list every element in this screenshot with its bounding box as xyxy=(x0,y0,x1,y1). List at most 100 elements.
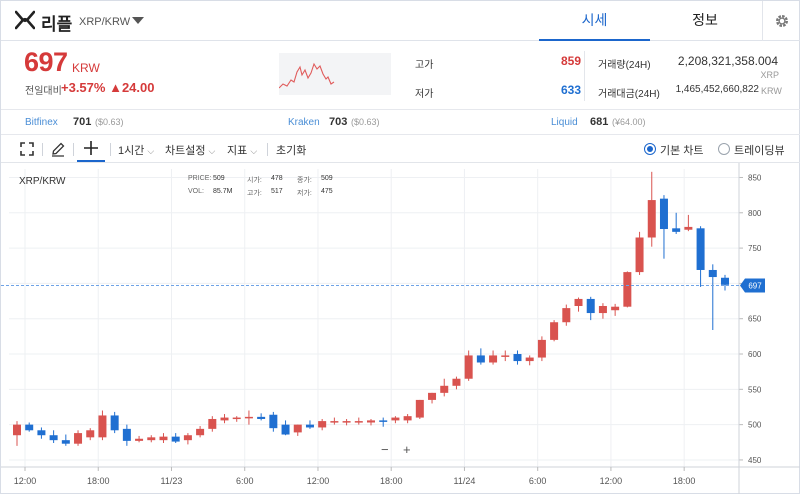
volume-label: 거래량(24H) xyxy=(598,60,651,71)
tab-info[interactable]: 정보 xyxy=(692,12,718,28)
candle-body xyxy=(367,420,375,423)
candle-body xyxy=(464,355,473,379)
y-tick-label: 500 xyxy=(748,421,762,430)
interval-dropdown[interactable]: 1시간 ⌵ xyxy=(118,142,154,158)
fullscreen-icon[interactable] xyxy=(19,141,35,157)
coin-selector-chevron-down-icon[interactable] xyxy=(132,17,144,24)
candle-body xyxy=(415,399,424,418)
zoom-in-button[interactable]: + xyxy=(403,442,411,457)
candle-body xyxy=(13,424,21,436)
toolbar-divider xyxy=(267,143,268,156)
candle-body xyxy=(196,428,205,436)
y-tick-label: 550 xyxy=(748,385,762,394)
ohlc-close-label: 종가: xyxy=(297,177,312,184)
amount-value: 1,465,452,660,822 xyxy=(675,84,759,95)
chart-settings-label: 차트설정 xyxy=(165,145,206,157)
settings-button[interactable] xyxy=(762,1,800,41)
candle-body xyxy=(635,237,644,273)
exchange-name-bitfinex[interactable]: Bitfinex xyxy=(25,117,58,128)
candle-body xyxy=(147,437,156,441)
candle-body xyxy=(721,277,729,285)
candle-body xyxy=(696,228,705,270)
price-chart[interactable]: 45050055060065070075080085012:0018:0011/… xyxy=(1,163,800,494)
xrp-logo-icon xyxy=(15,10,35,30)
candle-body xyxy=(476,355,485,363)
summary-divider xyxy=(584,51,585,101)
candle-body xyxy=(550,322,559,340)
coin-pair: XRP/KRW xyxy=(79,16,131,28)
y-tick-label: 800 xyxy=(748,209,762,218)
amount-unit: KRW xyxy=(761,86,782,96)
y-tick-label: 450 xyxy=(748,456,762,465)
candle-body xyxy=(647,200,656,238)
chevron-down-icon: ⌵ xyxy=(147,146,155,156)
candle-body xyxy=(305,424,314,428)
change-abs-value: ▲24.00 xyxy=(109,80,155,95)
volume-value: 2,208,321,358.004 xyxy=(677,54,778,68)
indicators-dropdown[interactable]: 지표 ⌵ xyxy=(227,142,257,158)
amount-label: 거래대금(24H) xyxy=(598,89,660,100)
ohlc-low-value: 475 xyxy=(321,188,333,195)
candle-body xyxy=(391,417,400,421)
toolbar-divider xyxy=(110,143,111,156)
y-tick-label: 650 xyxy=(748,315,762,324)
volume-unit: XRP xyxy=(760,70,779,80)
zoom-controls: − + xyxy=(381,442,411,457)
ohlc-vol-value: 85.7M xyxy=(213,188,233,195)
candle-body xyxy=(440,385,449,393)
x-tick-label: 6:00 xyxy=(236,476,254,486)
change-label: 전일대비 xyxy=(25,86,62,97)
coin-name: 리플 xyxy=(41,15,73,34)
candle-body xyxy=(489,355,498,363)
candle-body xyxy=(452,378,461,386)
exchange-diff-liquid: (¥64.00) xyxy=(612,117,646,127)
x-tick-label: 12:00 xyxy=(600,476,623,486)
zoom-out-button[interactable]: − xyxy=(381,442,389,457)
exchange-name-kraken[interactable]: Kraken xyxy=(288,117,320,128)
x-tick-label: 18:00 xyxy=(673,476,696,486)
tab-price[interactable]: 시세 xyxy=(539,1,650,41)
trading-view-radio[interactable] xyxy=(718,143,730,155)
exchange-name-liquid[interactable]: Liquid xyxy=(551,117,578,128)
exchange-price-bar: Bitfinex 701 ($0.63) Kraken 703 ($0.63) … xyxy=(1,109,800,135)
pencil-icon[interactable] xyxy=(50,141,66,157)
candle-body xyxy=(342,421,351,423)
candle-body xyxy=(354,421,363,423)
reset-button[interactable]: 초기화 xyxy=(276,145,307,157)
change-pct-value: +3.57% xyxy=(61,80,106,95)
x-tick-label: 12:00 xyxy=(307,476,330,486)
candle-body xyxy=(501,355,510,357)
candle-body xyxy=(672,228,681,232)
candlestick-chart-svg[interactable]: 45050055060065070075080085012:0018:0011/… xyxy=(1,163,800,494)
trading-view-label[interactable]: 트레이딩뷰 xyxy=(734,145,785,157)
toolbar-divider xyxy=(42,143,43,156)
candle-body xyxy=(598,305,607,314)
coin-header: 리플 XRP/KRW 시세 정보 xyxy=(1,1,800,41)
chevron-down-icon: ⌵ xyxy=(250,146,258,156)
last-price-label: 697 xyxy=(748,282,762,291)
basic-chart-radio[interactable] xyxy=(644,143,656,155)
exchange-price-bitfinex: 701 xyxy=(73,116,92,128)
interval-label: 1시간 xyxy=(118,145,145,157)
candle-body xyxy=(525,357,534,362)
candle-body xyxy=(537,339,546,358)
ohlc-high-label: 고가: xyxy=(247,190,262,197)
sparkline-svg xyxy=(278,62,335,89)
candle-body xyxy=(281,424,290,435)
basic-chart-label[interactable]: 기본 차트 xyxy=(660,145,704,157)
candle-body xyxy=(110,415,119,431)
candle-body xyxy=(586,298,595,314)
high-value: 859 xyxy=(560,54,581,68)
candle-body xyxy=(61,440,70,444)
candle-body xyxy=(232,417,241,420)
ohlc-price-value: 509 xyxy=(213,175,225,182)
x-tick-label: 12:00 xyxy=(14,476,37,486)
chart-settings-dropdown[interactable]: 차트설정 ⌵ xyxy=(165,142,215,158)
exchange-diff-kraken: ($0.63) xyxy=(351,117,380,127)
candle-body xyxy=(684,226,693,230)
candle-body xyxy=(171,436,180,442)
candle-body xyxy=(574,298,583,306)
crosshair-tool-button[interactable] xyxy=(77,135,105,162)
low-value: 633 xyxy=(560,83,581,97)
